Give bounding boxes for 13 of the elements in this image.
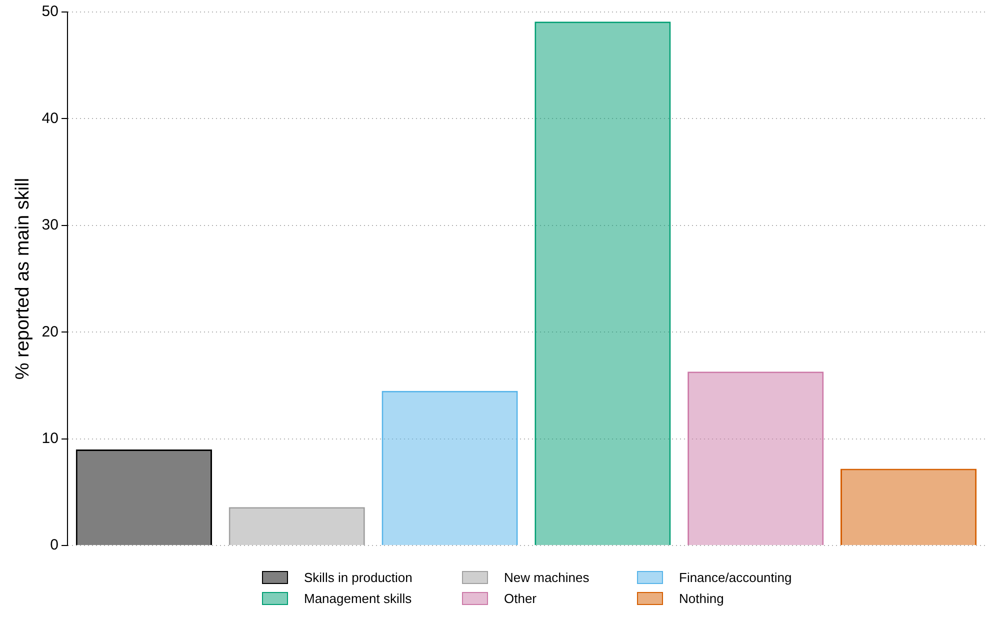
- y-tick-label: 20: [42, 323, 58, 340]
- legend-label: Skills in production: [304, 570, 412, 585]
- y-axis-title: % reported as main skill: [12, 178, 34, 380]
- y-tick-label: 50: [42, 3, 58, 20]
- y-tick-label: 10: [42, 430, 58, 448]
- y-tick-label: 0: [50, 536, 58, 554]
- legend-label: Other: [504, 591, 537, 606]
- legend-label: New machines: [504, 570, 590, 585]
- legend-label: Finance/accounting: [679, 570, 792, 585]
- legend-label: Management skills: [304, 591, 412, 606]
- y-tick-label: 40: [42, 110, 58, 127]
- legend-label: Nothing: [679, 591, 724, 606]
- y-tick-label: 30: [42, 216, 58, 234]
